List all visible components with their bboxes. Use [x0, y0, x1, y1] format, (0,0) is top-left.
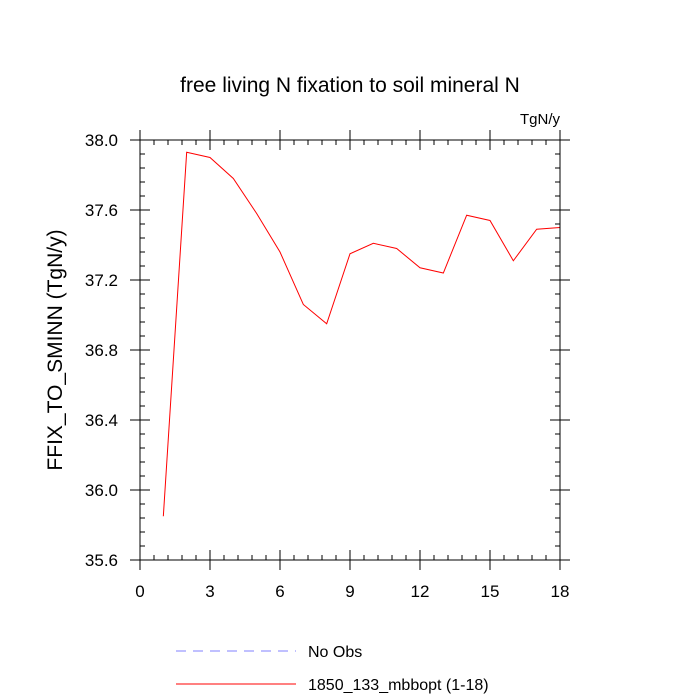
- y-tick-label: 37.2: [85, 271, 118, 290]
- y-tick-label: 38.0: [85, 131, 118, 150]
- major-ticks: [130, 130, 570, 570]
- x-tick-label: 6: [275, 582, 284, 601]
- tick-labels: 0 3 6 9 12 15 18 35.6 36.0 36.4 36.8 37.2 37.6 38.0: [85, 131, 570, 601]
- x-tick-label: 0: [135, 582, 144, 601]
- legend: No Obs 1850_133_mbbopt (1-18): [176, 644, 489, 694]
- y-tick-label: 36.8: [85, 341, 118, 360]
- series-line: [162, 151, 561, 517]
- plot-frame: [139, 139, 561, 561]
- minor-ticks: [139, 139, 561, 561]
- y-tick-label: 35.6: [85, 551, 118, 570]
- series-layer: [162, 151, 561, 517]
- y-tick-label: 36.4: [85, 411, 118, 430]
- y-axis-label: FFIX_TO_SMINN (TgN/y): [44, 229, 67, 470]
- x-tick-label: 15: [481, 582, 500, 601]
- x-tick-label: 3: [205, 582, 214, 601]
- x-tick-label: 18: [551, 582, 570, 601]
- legend-label-1850-133-mbbopt: 1850_133_mbbopt (1-18): [308, 677, 489, 694]
- chart-title: free living N fixation to soil mineral N: [180, 74, 520, 97]
- x-tick-label: 9: [345, 582, 354, 601]
- y-tick-label: 37.6: [85, 201, 118, 220]
- y-tick-label: 36.0: [85, 481, 118, 500]
- x-tick-label: 12: [411, 582, 430, 601]
- legend-label-no-obs: No Obs: [308, 644, 362, 661]
- units-label: TgN/y: [520, 111, 561, 128]
